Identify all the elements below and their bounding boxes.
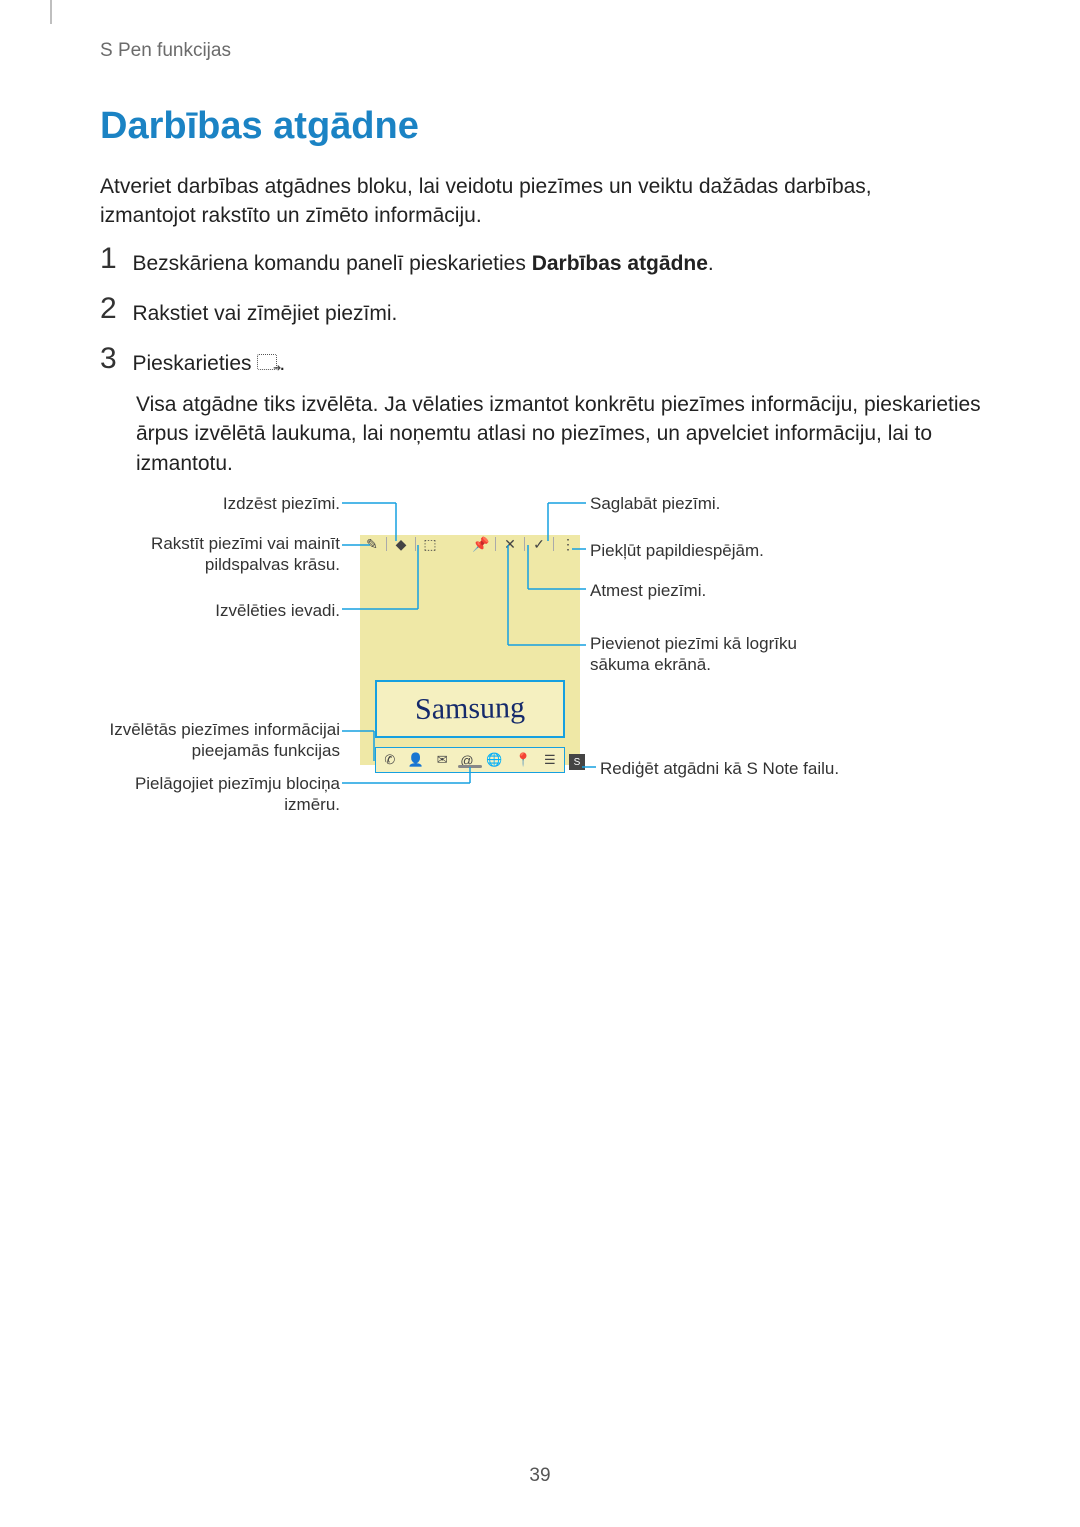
intro-paragraph: Atveriet darbības atgādnes bloku, lai ve… bbox=[100, 172, 970, 231]
page-number: 39 bbox=[529, 1465, 550, 1487]
step-body: Bezskāriena komandu panelī pieskarieties… bbox=[132, 244, 972, 278]
callout-edit-snote: Rediģēt atgādni kā S Note failu. bbox=[600, 758, 839, 779]
handwriting-text: Samsung bbox=[415, 691, 526, 727]
step3-pre: Pieskarieties bbox=[132, 352, 257, 375]
selection-tool-icon: ⬚ bbox=[422, 536, 438, 552]
callout-write-or-color: Rakstīt piezīmi vai mainīt pildspalvas k… bbox=[110, 533, 340, 576]
step-3: 3 Pieskarieties . bbox=[100, 344, 980, 378]
phone-icon: ✆ bbox=[384, 752, 395, 768]
page-margin-marker bbox=[50, 0, 52, 24]
toolbar-divider bbox=[553, 537, 554, 551]
callout-save-note: Saglabāt piezīmi. bbox=[590, 493, 720, 514]
step-number: 2 bbox=[100, 294, 128, 324]
memo-toolbar: ✎ ◆ ⬚ 📌 ✕ ✓ ⋮ bbox=[360, 530, 580, 558]
pen-icon: ✎ bbox=[364, 536, 380, 552]
mail-icon: ✉ bbox=[437, 752, 448, 768]
callout-resize-pad: Pielāgojiet piezīmju blociņa izmēru. bbox=[110, 773, 340, 816]
annotated-diagram: Izdzēst piezīmi. Rakstīt piezīmi vai mai… bbox=[100, 485, 980, 825]
callout-select-input: Izvēlēties ievadi. bbox=[215, 600, 340, 621]
callout-delete-note: Izdzēst piezīmi. bbox=[223, 493, 340, 514]
handwriting-selection: Samsung bbox=[375, 680, 565, 738]
step1-bold: Darbības atgādne bbox=[532, 252, 708, 275]
step-2: 2 Rakstiet vai zīmējiet piezīmi. bbox=[100, 294, 980, 328]
breadcrumb: S Pen funkcijas bbox=[100, 40, 231, 62]
toolbar-divider bbox=[386, 537, 387, 551]
page-title: Darbības atgādne bbox=[100, 105, 419, 148]
step-number: 1 bbox=[100, 244, 128, 274]
more-icon: ⋮ bbox=[560, 536, 576, 552]
contact-icon: 👤 bbox=[408, 752, 424, 768]
memo-pad: ✎ ◆ ⬚ 📌 ✕ ✓ ⋮ Samsung ✆ 👤 ✉ @ bbox=[360, 535, 580, 765]
resize-handle bbox=[458, 765, 482, 768]
pin-icon: 📌 bbox=[473, 536, 489, 552]
check-icon: ✓ bbox=[531, 536, 547, 552]
eraser-icon: ◆ bbox=[393, 536, 409, 552]
step-body: Rakstiet vai zīmējiet piezīmi. bbox=[132, 294, 972, 328]
callout-discard-note: Atmest piezīmi. bbox=[590, 580, 706, 601]
toolbar-divider bbox=[524, 537, 525, 551]
task-icon: ☰ bbox=[544, 752, 556, 768]
callout-add-widget: Pievienot piezīmi kā logrīku sākuma ekrā… bbox=[590, 633, 830, 676]
step-number: 3 bbox=[100, 344, 128, 374]
callout-more-options: Piekļūt papildiespējām. bbox=[590, 540, 764, 561]
selection-icon bbox=[257, 354, 279, 372]
close-icon: ✕ bbox=[502, 536, 518, 552]
map-pin-icon: 📍 bbox=[515, 752, 531, 768]
step-1: 1 Bezskāriena komandu panelī pieskarieti… bbox=[100, 244, 980, 278]
step3-extra-paragraph: Visa atgādne tiks izvēlēta. Ja vēlaties … bbox=[136, 390, 986, 478]
snote-icon: S bbox=[569, 754, 585, 770]
step1-pre: Bezskāriena komandu panelī pieskarieties bbox=[132, 252, 531, 275]
step-body: Pieskarieties . bbox=[132, 344, 972, 378]
step1-post: . bbox=[708, 252, 714, 275]
toolbar-divider bbox=[495, 537, 496, 551]
toolbar-right-group: 📌 ✕ ✓ ⋮ bbox=[473, 536, 576, 552]
browser-icon: 🌐 bbox=[486, 752, 502, 768]
toolbar-divider bbox=[415, 537, 416, 551]
callout-available-functions: Izvēlētās piezīmes informācijai pieejamā… bbox=[80, 719, 340, 762]
action-row: ✆ 👤 ✉ @ 🌐 📍 ☰ bbox=[375, 747, 565, 773]
toolbar-left-group: ✎ ◆ ⬚ bbox=[364, 536, 438, 552]
